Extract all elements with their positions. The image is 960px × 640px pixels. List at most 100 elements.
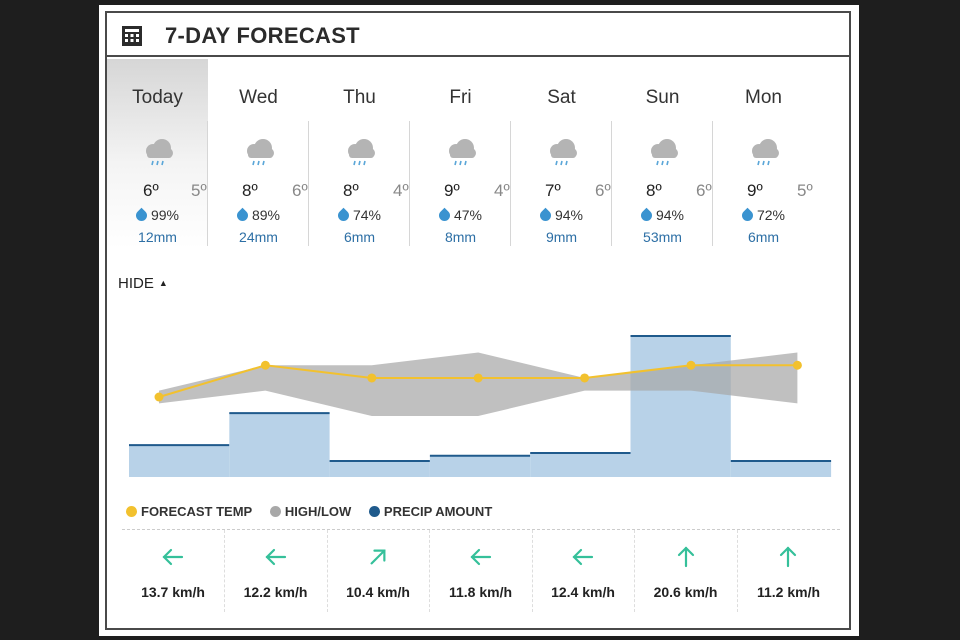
- wind-speed: 20.6 km/h: [653, 584, 718, 600]
- rain-cloud-icon: [651, 139, 678, 166]
- wind-speed: 11.8 km/h: [448, 584, 513, 600]
- precip-chance: 74%: [309, 207, 410, 224]
- high-temp: 6º: [143, 181, 159, 200]
- column-divider: [409, 121, 410, 246]
- raindrop-icon: [537, 207, 554, 224]
- page-title: 7-DAY FORECAST: [165, 23, 360, 48]
- day-column[interactable]: Thu 8º 4º 74% 6mm: [309, 59, 410, 249]
- precip-chance: 72%: [713, 207, 814, 224]
- low-temp: 5º: [191, 181, 207, 200]
- rain-cloud-icon: [247, 139, 274, 166]
- raindrop-icon: [436, 207, 453, 224]
- precip-chance-value: 72%: [756, 207, 786, 223]
- precip-bar: [730, 461, 832, 477]
- day-column[interactable]: Sat 7º 6º 94% 9mm: [511, 59, 612, 249]
- precip-chance: 47%: [410, 207, 511, 224]
- day-column[interactable]: Wed 8º 6º 89% 24mm: [208, 59, 309, 249]
- precip-amount: 6mm: [747, 229, 780, 245]
- day-column[interactable]: Today 6º 5º 99% 12mm: [107, 59, 208, 249]
- low-temp: 6º: [292, 181, 308, 200]
- forecast-temp-point: [792, 360, 802, 370]
- hide-label: HIDE: [118, 275, 154, 292]
- wind-speed: 12.4 km/h: [551, 584, 615, 600]
- precip-amount: 9mm: [545, 229, 578, 245]
- forecast-temp-point: [260, 360, 270, 370]
- raindrop-icon: [335, 207, 352, 224]
- precip-amount: 24mm: [239, 229, 278, 245]
- wind-arrow-icon: [162, 548, 184, 566]
- low-temp: 5º: [797, 181, 813, 200]
- precip-chance-value: 89%: [251, 207, 281, 223]
- rain-cloud-icon: [550, 139, 577, 166]
- wind-arrow-icon: [572, 548, 594, 566]
- wind-arrow-icon: [779, 546, 797, 568]
- legend-label: HIGH/LOW: [284, 504, 352, 519]
- legend-item-precip-amount: PRECIP AMOUNT: [368, 504, 493, 519]
- wind-speed: 13.7 km/h: [141, 584, 205, 600]
- wind-cell: 10.4 km/h: [327, 530, 430, 612]
- legend-swatch: [269, 506, 281, 517]
- day-column[interactable]: Mon 9º 5º 72% 6mm: [713, 59, 814, 249]
- precip-chance-value: 94%: [655, 207, 685, 223]
- day-column[interactable]: Sun 8º 6º 94% 53mm: [612, 59, 713, 249]
- caret-up-icon: ▲: [158, 278, 168, 288]
- precip-bar: [630, 336, 731, 477]
- forecast-frame: 7-DAY FORECAST Today 6º 5º 99% 12mm Wed …: [105, 11, 851, 630]
- precip-bar: [530, 453, 631, 477]
- forecast-temp-point: [686, 360, 696, 370]
- rain-cloud-icon: [146, 139, 173, 166]
- column-divider: [207, 121, 208, 246]
- legend-label: FORECAST TEMP: [141, 504, 253, 519]
- legend-item-forecast-temp: FORECAST TEMP: [126, 504, 252, 519]
- raindrop-icon: [638, 207, 655, 224]
- chart-legend: FORECAST TEMP HIGH/LOW PRECIP AMOUNT: [126, 504, 506, 519]
- day-name: Fri: [449, 87, 472, 108]
- legend-label: PRECIP AMOUNT: [383, 504, 493, 519]
- day-name: Sat: [547, 87, 576, 108]
- column-divider: [611, 121, 612, 246]
- high-temp: 7º: [545, 181, 561, 200]
- wind-arrow-icon: [370, 549, 386, 565]
- high-temp: 9º: [747, 181, 763, 200]
- precip-bar: [229, 413, 330, 477]
- wind-speed: 10.4 km/h: [346, 584, 410, 600]
- wind-arrow-icon: [469, 548, 491, 566]
- rain-cloud-icon: [449, 139, 476, 166]
- day-name: Thu: [343, 87, 376, 108]
- precip-chance-value: 99%: [150, 207, 180, 223]
- forecast-widget: 7-DAY FORECAST Today 6º 5º 99% 12mm Wed …: [99, 5, 859, 636]
- high-temp: 8º: [646, 181, 662, 200]
- day-name: Today: [132, 87, 183, 108]
- raindrop-icon: [133, 207, 150, 224]
- precip-chance-value: 74%: [352, 207, 382, 223]
- wind-speed: 11.2 km/h: [756, 584, 821, 600]
- precip-chance-value: 47%: [453, 207, 483, 223]
- precip-bar: [129, 445, 230, 477]
- wind-arrow-icon: [677, 546, 694, 568]
- day-column[interactable]: Fri 9º 4º 47% 8mm: [410, 59, 511, 249]
- precip-bar: [329, 461, 430, 477]
- wind-arrow-icon: [264, 548, 286, 566]
- forecast-temp-point: [580, 373, 590, 383]
- wind-cell: 11.2 km/h: [737, 530, 840, 612]
- low-temp: 4º: [393, 181, 409, 200]
- rain-cloud-icon: [348, 139, 375, 166]
- raindrop-icon: [739, 207, 756, 224]
- high-low-band: [159, 352, 798, 417]
- hide-chart-toggle[interactable]: HIDE ▲: [118, 275, 168, 292]
- day-name: Mon: [745, 87, 782, 108]
- precip-chance-value: 94%: [554, 207, 584, 223]
- wind-row: 13.7 km/h 12.2 km/h 10.4 km/h 11.8 km/h 12.4…: [122, 529, 840, 612]
- precip-amount: 8mm: [444, 229, 477, 245]
- column-divider: [308, 121, 309, 246]
- wind-cell: 12.2 km/h: [225, 530, 328, 612]
- precip-amount: 53mm: [643, 229, 682, 245]
- wind-cell: 11.8 km/h: [430, 530, 533, 612]
- wind-cell: 13.7 km/h: [122, 530, 225, 612]
- forecast-chart: [129, 335, 832, 477]
- low-temp: 6º: [595, 181, 611, 200]
- wind-cell: 12.4 km/h: [532, 530, 635, 612]
- precip-chance: 94%: [511, 207, 612, 224]
- forecast-temp-point: [367, 373, 377, 383]
- precip-chance: 99%: [107, 207, 208, 224]
